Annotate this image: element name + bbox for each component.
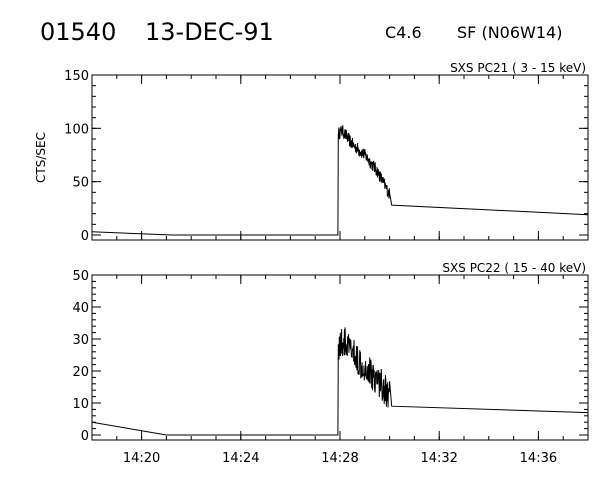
y-tick-label: 50 [72,269,89,284]
event-id: 01540 [40,18,116,46]
series-line [92,125,588,236]
plot-frame [91,74,589,241]
x-tick-label: 14:32 [420,451,457,466]
panel-pc22: SXS PC22 ( 15 - 40 keV) 0 10 20 30 40 50 14:20 1… [72,261,589,466]
series-line [92,327,588,436]
y-tick-label: 50 [72,176,89,191]
x-tick-label: 14:28 [321,451,358,466]
plot-frame [91,274,589,441]
y-tick-label: 0 [81,429,89,444]
panel-pc21: SXS PC21 ( 3 - 15 keV) CTS/SEC 0 50 100 150 [34,61,589,244]
y-tick-label: 10 [72,397,89,412]
y-tick-label: 20 [72,365,89,380]
y-tick-label: 100 [64,122,89,137]
y-tick-label: 40 [72,301,89,316]
x-tick-label: 14:36 [520,451,557,466]
y-axis-label: CTS/SEC [34,132,48,183]
panel-title: SXS PC22 ( 15 - 40 keV) [442,261,586,275]
goes-class: C4.6 [385,23,422,42]
y-tick-label: 0 [81,229,89,244]
panel-title: SXS PC21 ( 3 - 15 keV) [450,61,586,75]
optical-class: SF (N06W14) [457,23,562,42]
event-date: 13-DEC-91 [145,18,274,46]
x-tick-label: 14:20 [123,451,160,466]
x-tick-label: 14:24 [222,451,259,466]
y-tick-label: 150 [64,69,89,84]
y-tick-label: 30 [72,333,89,348]
